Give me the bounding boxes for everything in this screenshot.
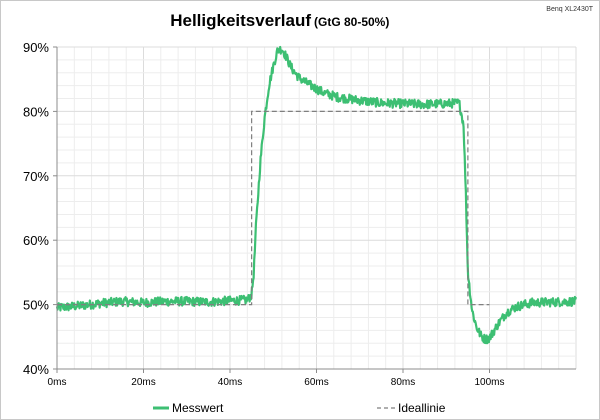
legend-label-messwert: Messwert xyxy=(172,401,224,415)
y-tick-label: 80% xyxy=(23,104,49,119)
y-tick-label: 90% xyxy=(23,40,49,55)
x-tick-label: 80ms xyxy=(391,377,415,388)
tick-labels: 0ms 20ms 40ms 60ms 80ms 100ms 40% 50% 60% 70% 80% 9… xyxy=(23,40,505,388)
legend-label-ideallinie: Ideallinie xyxy=(398,401,446,415)
series-line-messwert xyxy=(55,45,578,345)
chart-subtitle: (GtG 80-50%) xyxy=(314,15,389,29)
x-tick-label: 100ms xyxy=(474,377,504,388)
y-tick-label: 40% xyxy=(23,362,49,377)
legend: Messwert Ideallinie xyxy=(153,401,446,415)
series-layer xyxy=(55,45,578,345)
y-tick-label: 70% xyxy=(23,169,49,184)
axes xyxy=(53,46,576,373)
chart-title: Helligkeitsverlauf xyxy=(170,11,311,30)
y-tick-label: 60% xyxy=(23,233,49,248)
x-tick-label: 40ms xyxy=(218,377,242,388)
x-tick-label: 60ms xyxy=(304,377,328,388)
grid xyxy=(57,46,577,369)
x-tick-label: 0ms xyxy=(48,377,67,388)
series-line-ideallinie xyxy=(57,110,490,306)
x-tick-label: 20ms xyxy=(131,377,155,388)
corner-label: Benq XL2430T xyxy=(546,6,593,13)
y-tick-label: 50% xyxy=(23,298,49,313)
